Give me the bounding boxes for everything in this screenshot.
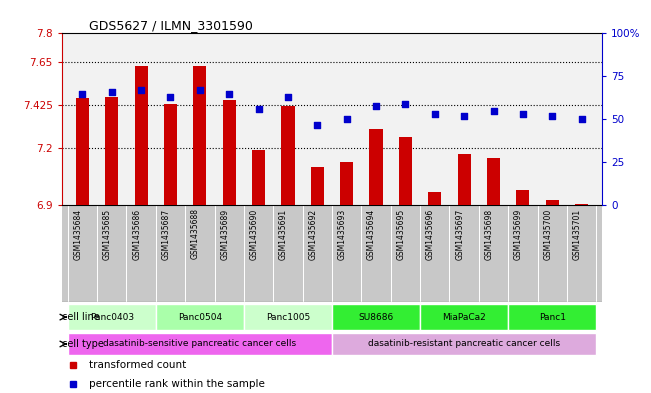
Bar <box>244 304 332 331</box>
Point <box>136 87 146 94</box>
Text: GSM1435688: GSM1435688 <box>191 208 200 259</box>
Text: GSM1435691: GSM1435691 <box>279 208 288 259</box>
Bar <box>420 206 449 302</box>
Bar <box>68 304 156 331</box>
Bar <box>332 304 420 331</box>
Bar <box>487 158 500 206</box>
Bar <box>332 333 596 355</box>
Text: GSM1435686: GSM1435686 <box>132 208 141 259</box>
Bar <box>399 137 412 206</box>
Text: GSM1435700: GSM1435700 <box>543 208 552 260</box>
Bar <box>156 206 185 302</box>
Bar <box>303 206 332 302</box>
Text: GSM1435698: GSM1435698 <box>484 208 493 259</box>
Point <box>342 116 352 123</box>
Bar <box>185 206 215 302</box>
Bar <box>164 104 177 206</box>
Text: cell type: cell type <box>62 339 104 349</box>
Bar <box>135 66 148 206</box>
Text: transformed count: transformed count <box>89 360 186 370</box>
Text: GSM1435697: GSM1435697 <box>455 208 464 260</box>
Text: Panc0504: Panc0504 <box>178 312 222 321</box>
Point <box>518 111 528 118</box>
Text: GSM1435692: GSM1435692 <box>309 208 317 259</box>
Bar <box>458 154 471 206</box>
Bar <box>105 97 118 206</box>
Text: GSM1435695: GSM1435695 <box>396 208 406 260</box>
Bar <box>215 206 244 302</box>
Point <box>312 121 322 128</box>
Text: GSM1435690: GSM1435690 <box>249 208 258 260</box>
Point <box>77 90 88 97</box>
Point <box>371 103 381 109</box>
Bar <box>370 129 383 206</box>
Text: GSM1435685: GSM1435685 <box>103 208 112 259</box>
Bar <box>508 304 596 331</box>
Bar <box>428 192 441 206</box>
Text: GSM1435696: GSM1435696 <box>426 208 435 260</box>
Text: Panc0403: Panc0403 <box>90 312 134 321</box>
Bar <box>156 304 244 331</box>
Text: Panc1: Panc1 <box>539 312 566 321</box>
Text: MiaPaCa2: MiaPaCa2 <box>442 312 486 321</box>
Text: GDS5627 / ILMN_3301590: GDS5627 / ILMN_3301590 <box>89 19 253 32</box>
Bar <box>97 206 126 302</box>
Bar <box>508 206 538 302</box>
Bar <box>340 162 353 206</box>
Text: dasatinib-sensitive pancreatic cancer cells: dasatinib-sensitive pancreatic cancer ce… <box>104 340 296 349</box>
Text: GSM1435694: GSM1435694 <box>367 208 376 260</box>
Bar <box>244 206 273 302</box>
Bar <box>281 106 294 206</box>
Text: GSM1435684: GSM1435684 <box>74 208 83 259</box>
Bar <box>546 200 559 206</box>
Bar <box>252 150 265 206</box>
Text: GSM1435687: GSM1435687 <box>161 208 171 259</box>
Bar <box>332 206 361 302</box>
Bar <box>126 206 156 302</box>
Point <box>488 108 499 114</box>
Bar <box>449 206 479 302</box>
Bar <box>420 304 508 331</box>
Point <box>107 89 117 95</box>
Text: percentile rank within the sample: percentile rank within the sample <box>89 379 265 389</box>
Bar <box>193 66 206 206</box>
Bar <box>567 206 596 302</box>
Bar <box>68 333 332 355</box>
Point <box>547 113 557 119</box>
Text: GSM1435689: GSM1435689 <box>220 208 229 259</box>
Point <box>430 111 440 118</box>
Bar <box>479 206 508 302</box>
Point <box>165 94 176 100</box>
Text: GSM1435701: GSM1435701 <box>573 208 581 259</box>
Text: dasatinib-resistant pancreatic cancer cells: dasatinib-resistant pancreatic cancer ce… <box>368 340 561 349</box>
Text: GSM1435693: GSM1435693 <box>338 208 347 260</box>
Point <box>253 106 264 112</box>
Bar <box>575 204 589 206</box>
Point <box>195 87 205 94</box>
Text: GSM1435699: GSM1435699 <box>514 208 523 260</box>
Bar <box>223 100 236 206</box>
Bar <box>361 206 391 302</box>
Text: Panc1005: Panc1005 <box>266 312 310 321</box>
Point <box>459 113 469 119</box>
Bar <box>273 206 303 302</box>
Point <box>400 101 411 107</box>
Text: SU8686: SU8686 <box>359 312 394 321</box>
Bar <box>538 206 567 302</box>
Point <box>576 116 587 123</box>
Bar <box>68 206 97 302</box>
Bar <box>311 167 324 206</box>
Bar <box>76 98 89 206</box>
Bar <box>391 206 420 302</box>
Point <box>224 90 234 97</box>
Bar <box>516 190 529 206</box>
Point <box>283 94 293 100</box>
Text: cell line: cell line <box>62 312 100 322</box>
